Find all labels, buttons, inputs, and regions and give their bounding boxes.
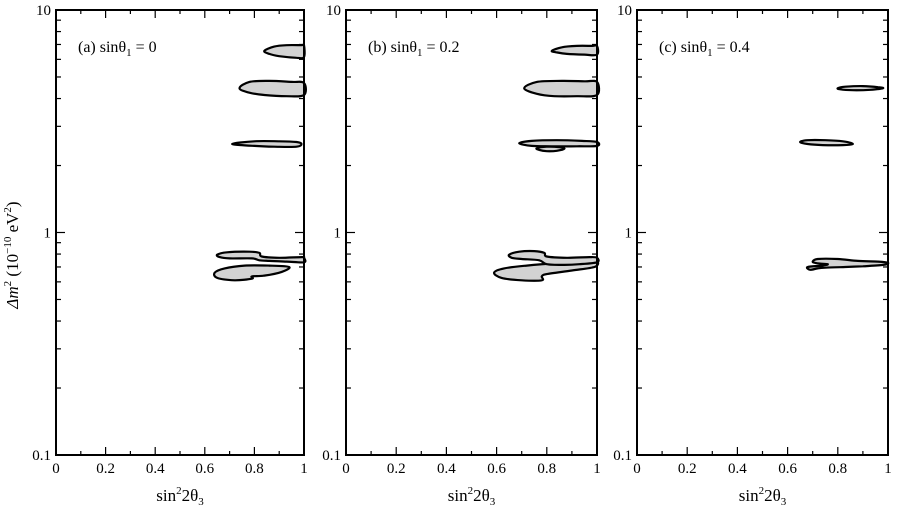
allowed-region-3 (805, 257, 890, 271)
panel-b: 0 0.2 0.4 0.6 0.8 1 10 1 0.1 sin22θ3 (b) sinθ1 = 0… (322, 3, 601, 508)
y-tick-label: 1 (334, 226, 342, 242)
x-tick-label: 0.8 (828, 461, 847, 477)
x-tick-label: 0 (633, 461, 641, 477)
y-tick-label: 10 (326, 3, 341, 19)
allowed-region-1 (836, 84, 885, 92)
x-axis-title: sin22θ3 (739, 485, 787, 508)
x-tick-label: 0.4 (728, 461, 747, 477)
x-tick-label: 0 (52, 461, 60, 477)
plot-frame (345, 9, 598, 456)
y-tick-label: 0.1 (322, 448, 341, 464)
allowed-region-2 (799, 138, 854, 147)
allowed-region-6 (507, 249, 600, 267)
panel-a: 0 0.2 0.4 0.6 0.8 1 10 1 0.1 sin22θ3 (a) sinθ1 = 0 (32, 3, 308, 508)
x-tick-label: 1 (593, 461, 601, 477)
allowed-region-5 (492, 260, 600, 282)
allowed-region-1 (550, 44, 600, 57)
y-axis-title: Δm2 (10−10 eV2) (2, 201, 22, 309)
y-tick-label: 1 (625, 226, 633, 242)
allowed-region-1 (263, 43, 306, 60)
y-axis-title-text: Δm2 (10−10 eV2) (2, 201, 22, 309)
panel-label: (c) sinθ1 = 0.4 (659, 39, 750, 59)
x-tick-label: 0.4 (437, 461, 456, 477)
x-tick-label: 0.2 (96, 461, 115, 477)
x-tick-label: 1 (884, 461, 892, 477)
panel-label: (a) sinθ1 = 0 (78, 39, 157, 59)
x-tick-label: 0.6 (195, 461, 214, 477)
x-axis-title: sin22θ3 (448, 485, 496, 508)
panel-c: 0 0.2 0.4 0.6 0.8 1 10 1 0.1 sin22θ3 (c) sinθ1 = 0… (613, 3, 892, 508)
x-tick-label: 0.6 (487, 461, 506, 477)
y-tick-label: 10 (36, 3, 51, 19)
x-tick-label: 1 (300, 461, 308, 477)
allowed-region-2 (238, 79, 307, 98)
allowed-region-5 (215, 250, 307, 264)
y-tick-label: 10 (617, 3, 632, 19)
x-tick-label: 0.6 (778, 461, 797, 477)
plot-frame (636, 9, 889, 456)
allowed-region-2 (523, 79, 601, 98)
x-tick-label: 0 (342, 461, 350, 477)
x-tick-label: 0.2 (678, 461, 697, 477)
allowed-region-4 (212, 264, 291, 282)
x-tick-label: 0.4 (146, 461, 165, 477)
x-tick-label: 0.2 (387, 461, 406, 477)
plot-frame (55, 9, 305, 456)
x-tick-label: 0.8 (245, 461, 264, 477)
allowed-region-3 (231, 139, 303, 149)
x-axis-title: sin22θ3 (156, 485, 204, 508)
x-tick-label: 0.8 (537, 461, 556, 477)
allowed-region-4 (535, 145, 566, 153)
y-tick-label: 1 (44, 226, 52, 242)
panel-label: (b) sinθ1 = 0.2 (368, 39, 460, 59)
y-tick-label: 0.1 (613, 448, 632, 464)
y-tick-label: 0.1 (32, 448, 51, 464)
allowed-region-3 (518, 139, 601, 148)
